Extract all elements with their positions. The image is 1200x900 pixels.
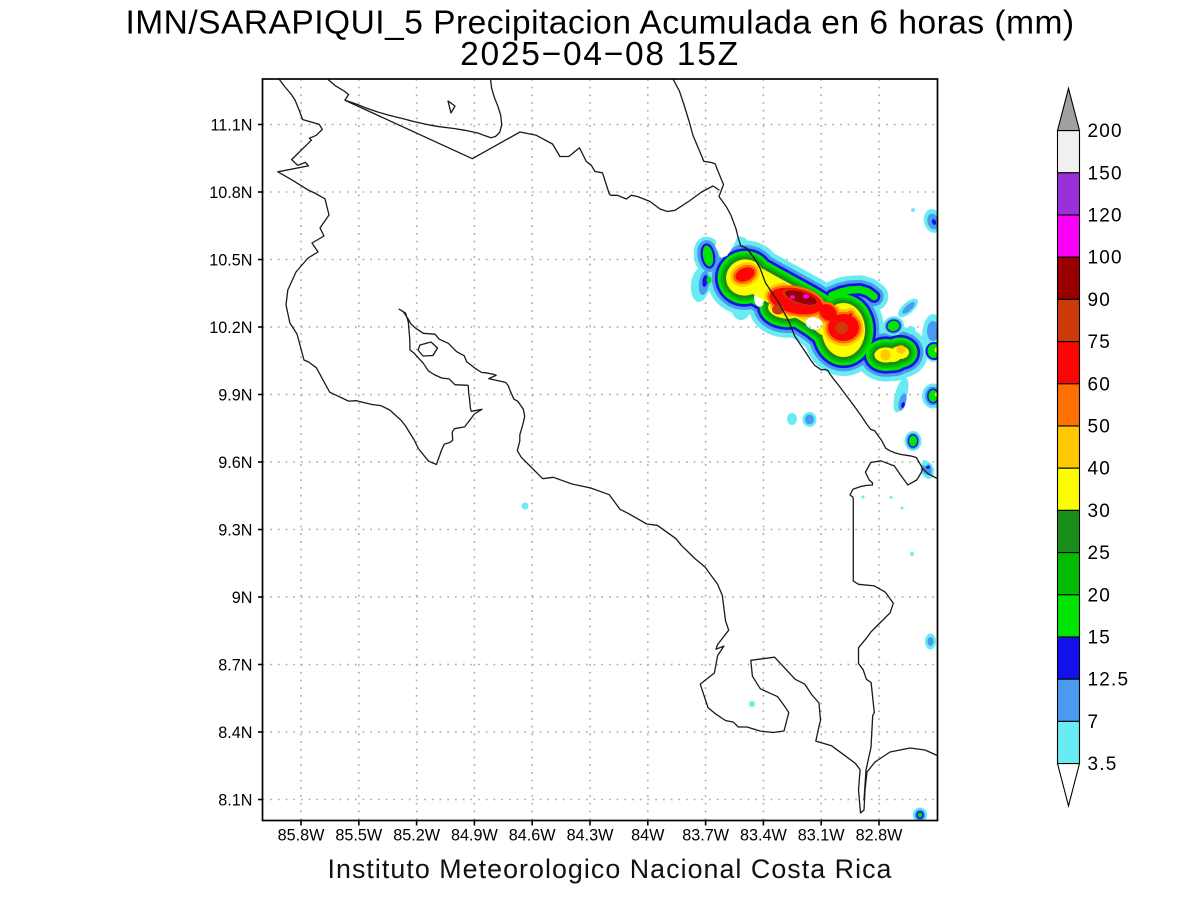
svg-text:9.6N: 9.6N [218, 454, 252, 472]
svg-text:8.1N: 8.1N [218, 791, 252, 809]
svg-text:11.1N: 11.1N [211, 116, 253, 134]
svg-text:30: 30 [1088, 501, 1112, 522]
svg-text:84.9W: 84.9W [451, 827, 499, 845]
svg-text:2025−04−08 15Z: 2025−04−08 15Z [460, 36, 740, 73]
svg-text:10.5N: 10.5N [209, 251, 252, 269]
svg-text:12.5: 12.5 [1088, 670, 1130, 691]
svg-text:84.6W: 84.6W [509, 827, 557, 845]
svg-text:90: 90 [1088, 290, 1112, 311]
svg-text:Instituto Meteorologico Nacion: Instituto Meteorologico Nacional Costa R… [328, 854, 893, 884]
svg-text:120: 120 [1088, 206, 1123, 227]
svg-text:75: 75 [1088, 332, 1112, 353]
svg-text:50: 50 [1088, 417, 1112, 438]
svg-text:25: 25 [1088, 543, 1112, 564]
svg-text:9.9N: 9.9N [218, 386, 252, 404]
svg-text:100: 100 [1088, 248, 1123, 269]
svg-text:7: 7 [1088, 712, 1100, 733]
svg-text:85.8W: 85.8W [278, 827, 326, 845]
svg-text:IMN/SARAPIQUI_5 Precipitacion: IMN/SARAPIQUI_5 Precipitacion Acumulada … [125, 5, 1074, 42]
svg-text:15: 15 [1088, 628, 1112, 649]
svg-text:10.2N: 10.2N [209, 319, 252, 337]
svg-text:20: 20 [1088, 585, 1112, 606]
svg-text:82.8W: 82.8W [856, 827, 904, 845]
svg-text:9.3N: 9.3N [218, 521, 252, 539]
svg-text:150: 150 [1088, 163, 1123, 184]
svg-text:83.4W: 83.4W [740, 827, 788, 845]
svg-text:83.1W: 83.1W [798, 827, 846, 845]
svg-text:83.7W: 83.7W [682, 827, 730, 845]
svg-text:84.3W: 84.3W [567, 827, 615, 845]
svg-text:8.7N: 8.7N [218, 656, 252, 674]
svg-text:84W: 84W [631, 827, 665, 845]
svg-text:9N: 9N [232, 589, 253, 607]
svg-text:10.8N: 10.8N [209, 184, 252, 202]
svg-text:3.5: 3.5 [1088, 754, 1118, 775]
svg-text:8.4N: 8.4N [218, 724, 252, 742]
svg-text:200: 200 [1088, 121, 1123, 142]
svg-text:85.5W: 85.5W [335, 827, 383, 845]
svg-text:85.2W: 85.2W [393, 827, 441, 845]
svg-text:60: 60 [1088, 374, 1112, 395]
svg-text:40: 40 [1088, 459, 1112, 480]
